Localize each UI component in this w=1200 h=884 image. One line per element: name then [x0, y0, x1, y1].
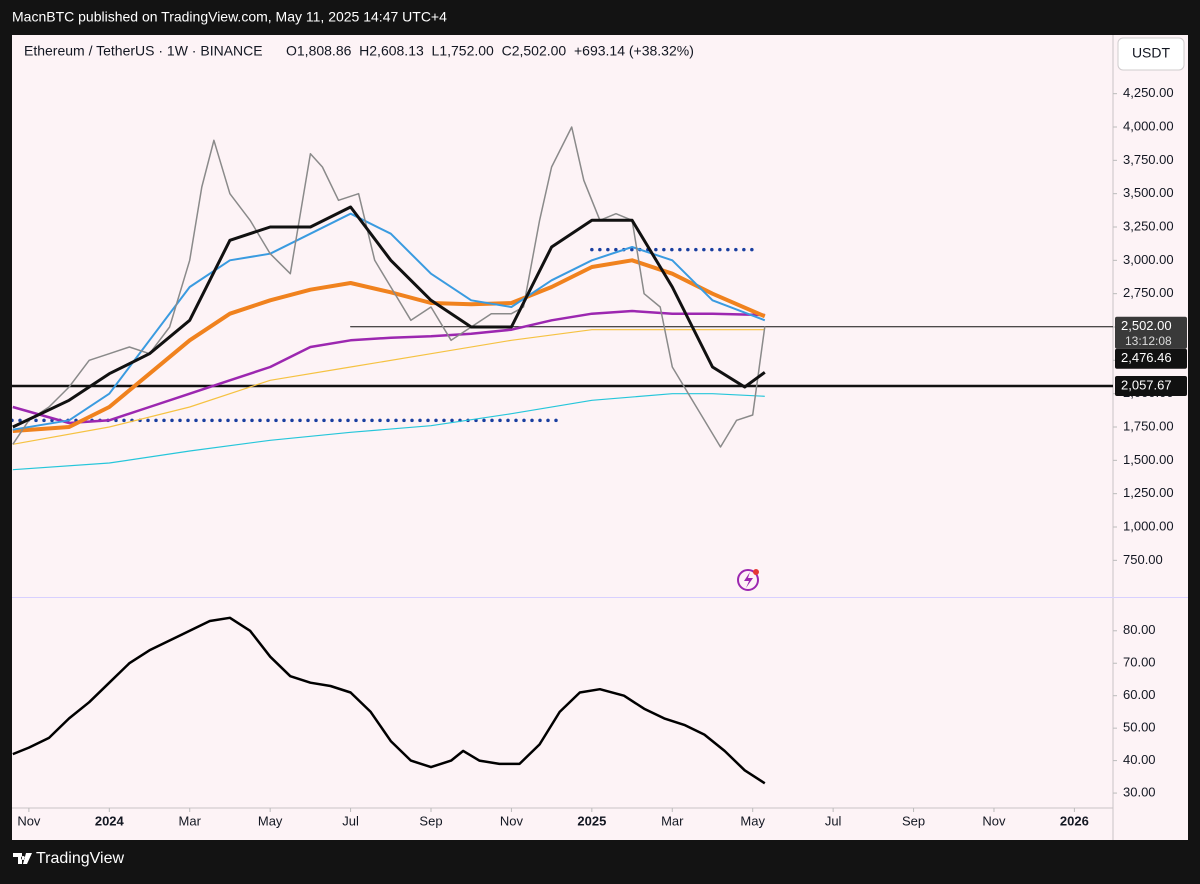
footer-brand: TradingView	[36, 850, 124, 867]
alert-dot	[753, 569, 759, 575]
x-tick-label: Jul	[825, 813, 842, 828]
series-line	[12, 309, 765, 425]
y-tick-label: 3,000.00	[1123, 252, 1174, 267]
x-tick-label: Mar	[661, 813, 684, 828]
x-tick-label: May	[740, 813, 765, 828]
symbol-title: Ethereum / TetherUS · 1W · BINANCE	[24, 43, 263, 59]
y-tick-label: 70.00	[1123, 655, 1156, 670]
y-tick-label: 1,250.00	[1123, 485, 1174, 500]
series-line	[12, 616, 766, 785]
currency-button[interactable]	[1117, 37, 1185, 71]
x-tick-label: Jul	[342, 813, 359, 828]
alert-icon[interactable]	[737, 569, 759, 591]
y-tick-label: 80.00	[1123, 622, 1156, 637]
logo	[13, 853, 32, 864]
y-tick-label: 3,250.00	[1123, 218, 1174, 233]
y-tick-label: 60.00	[1123, 687, 1156, 702]
y-tick-label: 4,000.00	[1123, 118, 1174, 133]
price-label-box	[1115, 348, 1187, 369]
alert-bolt	[744, 572, 753, 588]
y-tick-label: 50.00	[1123, 720, 1156, 735]
y-tick-label: 3,750.00	[1123, 152, 1174, 167]
ohlc-legend: O1,808.86 H2,608.13 L1,752.00 C2,502.00 …	[286, 43, 694, 59]
y-tick-label: 4,250.00	[1123, 85, 1174, 100]
price-label-box	[1115, 375, 1187, 396]
series-line	[12, 212, 766, 431]
chart-area	[12, 35, 1188, 840]
series-line	[12, 126, 766, 448]
series-line	[12, 393, 765, 471]
x-tick-label: Mar	[179, 813, 202, 828]
plot-layer	[12, 126, 1113, 471]
x-tick-label: Nov	[982, 813, 1006, 828]
price-label: 2,502.00	[1121, 318, 1172, 333]
x-tick-label: Nov	[500, 813, 524, 828]
y-tick-label: 30.00	[1123, 785, 1156, 800]
x-tick-label: 2025	[577, 813, 606, 828]
x-tick-label: Sep	[902, 813, 925, 828]
x-tick-label: May	[258, 813, 283, 828]
price-label-box	[1115, 316, 1187, 349]
plot-layer	[12, 616, 766, 785]
currency-label: USDT	[1132, 45, 1171, 61]
y-tick-label: 40.00	[1123, 752, 1156, 767]
y-tick-label: 3,500.00	[1123, 185, 1174, 200]
series-line	[12, 205, 766, 429]
publish-header: MacnBTC published on TradingView.com, Ma…	[12, 9, 447, 25]
y-tick-label: 750.00	[1123, 552, 1163, 567]
series-line	[12, 258, 766, 433]
y-tick-label: 1,000.00	[1123, 518, 1174, 533]
countdown: 13:12:08	[1125, 334, 1172, 348]
x-tick-label: 2026	[1060, 813, 1089, 828]
y-tick-label: 1,500.00	[1123, 452, 1174, 467]
x-tick-label: Nov	[17, 813, 41, 828]
price-label: 2,476.46	[1121, 350, 1172, 365]
x-tick-label: 2024	[95, 813, 125, 828]
series-line	[12, 329, 765, 445]
x-tick-label: Sep	[419, 813, 442, 828]
y-tick-label: 2,750.00	[1123, 285, 1174, 300]
y-tick-label: 1,750.00	[1123, 418, 1174, 433]
price-label: 2,057.67	[1121, 377, 1172, 392]
